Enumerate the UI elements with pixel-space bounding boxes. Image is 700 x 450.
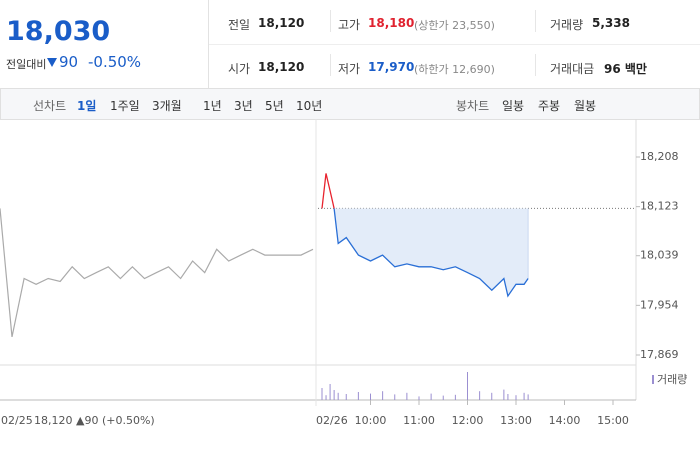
period-tab[interactable]: 10년: [296, 99, 323, 113]
period-tab[interactable]: 1년: [203, 99, 222, 113]
below-area: [322, 208, 529, 296]
stat-value: 18,120: [258, 16, 305, 30]
change-label: 전일대비: [6, 58, 47, 71]
volume-bar: [329, 384, 331, 400]
period-tab[interactable]: 1주일: [110, 99, 140, 113]
legend-swatch: [652, 375, 654, 384]
period-tab[interactable]: 3개월: [152, 99, 182, 113]
stat-value: 18,180: [368, 16, 415, 30]
col-divider: [535, 10, 536, 32]
volume-bar: [394, 394, 396, 400]
today-line-down: [321, 208, 529, 298]
volume-bar: [357, 392, 359, 400]
stat-value: 17,970: [368, 60, 415, 74]
period-tab[interactable]: 1일: [77, 99, 97, 113]
stat-note: (상한가 23,550): [414, 19, 495, 32]
tab-bar: 선차트 1일 1주일 3개월 1년 3년 5년 10년 봉차트 일봉 주봉 월봉: [0, 88, 700, 120]
legend-label: 거래량: [657, 373, 687, 386]
volume-bar: [515, 395, 517, 400]
x-tick-label: 14:00: [549, 414, 581, 427]
down-arrow: [47, 58, 57, 67]
volume-bar: [430, 393, 432, 400]
volume-bar: [333, 390, 335, 400]
y-tick-label: 18,208: [640, 150, 679, 163]
change: 90: [59, 53, 79, 71]
chart: 17,869 17,954 18,039 18,123 18,208 10:00 11:00…: [0, 119, 687, 427]
date-label: 02/26: [316, 414, 348, 427]
row-divider: [209, 44, 700, 45]
x-tick-label: 15:00: [597, 414, 629, 427]
stat-note: (하한가 12,690): [414, 63, 495, 76]
stat-label: 거래대금: [550, 62, 595, 76]
stat-value: 96 백만: [604, 62, 647, 76]
volume-bar: [503, 389, 505, 400]
volume-bar: [454, 394, 456, 400]
change-pct: -0.50%: [88, 53, 142, 71]
quote-header: 18,030 전일대비 90 -0.50% 전일 18,120 고가 18,180 (상…: [0, 0, 700, 88]
stat-label: 거래량: [550, 18, 584, 32]
stat-value: 18,120: [258, 60, 305, 74]
price-panel: 18,030 전일대비 90 -0.50%: [0, 0, 209, 88]
col-divider: [535, 54, 536, 76]
volume-bar: [479, 391, 481, 400]
col-divider: [330, 54, 331, 76]
y-tick-label: 17,954: [640, 298, 679, 311]
volume-bar: [325, 395, 327, 400]
date-label: 02/25: [1, 414, 33, 427]
volume-bar: [321, 388, 323, 400]
x-tick-label: 13:00: [500, 414, 532, 427]
volume-bar: [345, 394, 347, 400]
stat-label: 전일: [228, 18, 251, 32]
x-tick-label: 12:00: [452, 414, 484, 427]
volume-bar: [442, 395, 444, 400]
volume-bar: [406, 392, 408, 400]
y-tick-label: 18,123: [640, 200, 679, 213]
volume-bar: [491, 392, 493, 400]
x-tick-label: 11:00: [403, 414, 435, 427]
volume-bar: [418, 396, 420, 400]
period-tab[interactable]: 3년: [234, 99, 253, 113]
volume-bar: [527, 394, 529, 400]
stat-label: 저가: [338, 62, 361, 76]
volume-bar: [337, 392, 339, 400]
stat-label: 고가: [338, 18, 361, 32]
prev-summary: 18,120 ▲90 (+0.50%): [34, 414, 155, 427]
y-tick-label: 17,869: [640, 348, 679, 361]
candle-chart-label: 봉차트: [456, 99, 490, 113]
x-tick-label: 10:00: [355, 414, 387, 427]
volume-bar: [382, 391, 384, 400]
volume-bar: [523, 392, 525, 400]
candle-tab[interactable]: 일봉: [502, 99, 525, 113]
price: 18,030: [6, 16, 111, 47]
candle-tab[interactable]: 월봉: [574, 99, 597, 113]
line-chart-label: 선차트: [33, 99, 67, 113]
volume-bar: [370, 393, 371, 400]
stat-value: 5,338: [592, 16, 630, 30]
volume-bar: [507, 394, 509, 400]
candle-tab[interactable]: 주봉: [538, 99, 561, 113]
y-tick-label: 18,039: [640, 249, 679, 262]
col-divider: [330, 10, 331, 32]
stat-label: 시가: [228, 62, 251, 76]
period-tab[interactable]: 5년: [265, 99, 284, 113]
volume-bar: [467, 372, 468, 400]
prev-day-line: [0, 208, 314, 338]
